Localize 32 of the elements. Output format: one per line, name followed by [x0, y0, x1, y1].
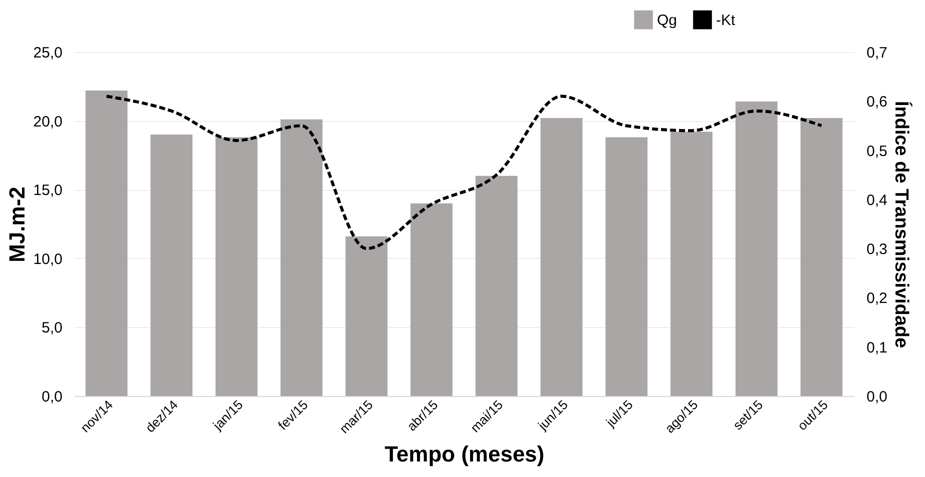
- bar: [86, 90, 128, 396]
- bar: [736, 102, 778, 396]
- y-tick-label: 0,0: [42, 388, 62, 406]
- bar: [540, 118, 582, 396]
- y2-axis-title: Índice de Transmissividade: [890, 100, 912, 348]
- legend-label: -Kt: [716, 12, 736, 29]
- bar: [606, 137, 648, 396]
- bar: [280, 119, 322, 396]
- y2-tick-label: 0,4: [866, 192, 888, 209]
- bar: [216, 137, 258, 396]
- y-axis-title: MJ.m-2: [4, 186, 30, 262]
- bar: [346, 236, 388, 396]
- y2-tick-label: 0,3: [866, 241, 888, 258]
- y-tick-label: 20,0: [33, 113, 62, 130]
- bar: [800, 118, 842, 396]
- x-axis-title: Tempo (meses): [384, 441, 544, 466]
- y2-tick-label: 0,2: [866, 290, 888, 308]
- y-tick-label: 15,0: [33, 182, 62, 200]
- bar: [670, 132, 712, 396]
- bar: [476, 176, 518, 396]
- y2-tick-label: 0,5: [866, 142, 888, 160]
- bar: [150, 134, 192, 396]
- y2-tick-label: 0,6: [866, 94, 888, 111]
- legend-label: Qg: [657, 12, 678, 29]
- line-series: [105, 94, 823, 250]
- bar: [410, 203, 452, 396]
- y2-tick-label: 0,0: [866, 388, 888, 406]
- y-tick-label: 10,0: [33, 250, 62, 268]
- y-tick-label: 5,0: [42, 320, 62, 337]
- y2-tick-label: 0,1: [866, 339, 888, 356]
- y2-tick-label: 0,7: [866, 44, 888, 62]
- y-tick-label: 25,0: [33, 44, 62, 62]
